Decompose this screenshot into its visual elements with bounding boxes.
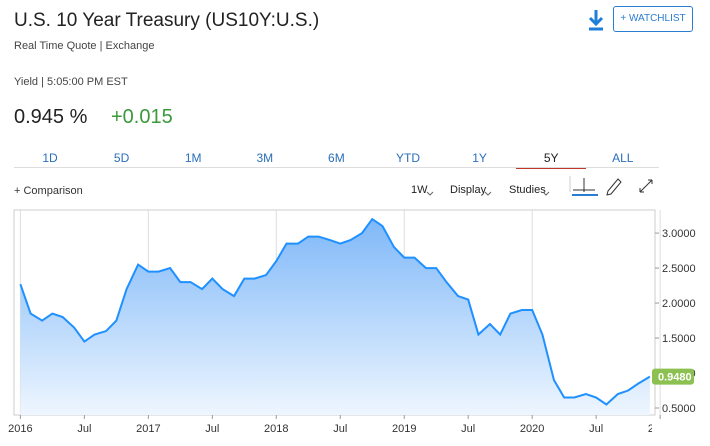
x-tick-label: 2021: [648, 423, 672, 435]
download-icon[interactable]: [586, 8, 606, 32]
x-tick-label: Jul: [589, 423, 603, 435]
line: [19, 217, 651, 406]
x-labels: 2016 Jul 2017 Jul 2018 Jul 2019 Jul 2020 Jul 2021: [8, 423, 672, 435]
chevrons: [426, 191, 550, 196]
quote-time: Yield | 5:05:00 PM EST: [14, 76, 128, 88]
tab[interactable]: YTD: [396, 151, 420, 165]
tab[interactable]: 3M: [256, 151, 274, 165]
display[interactable]: Display: [450, 184, 487, 196]
y-tick-label: 0.5000: [662, 403, 696, 415]
x-tick-label: 2020: [520, 423, 544, 435]
y-tick-label: 3.0000: [662, 228, 696, 240]
tab[interactable]: 1D: [42, 151, 58, 165]
tab[interactable]: 5Y: [516, 151, 587, 169]
x-tick-label: 2019: [392, 423, 416, 435]
comparison[interactable]: + Comparison: [14, 185, 83, 197]
watchlist-button[interactable]: + WATCHLIST: [613, 6, 693, 32]
y-tick-label: 2.5000: [662, 263, 696, 275]
x-tick-label: Jul: [205, 423, 219, 435]
studies[interactable]: Studies: [509, 184, 546, 196]
price: 0.945 %: [14, 106, 88, 128]
change: +0.015: [111, 106, 173, 128]
x-tick-label: 2018: [264, 423, 288, 435]
tab[interactable]: 1Y: [472, 151, 487, 165]
subtitle: Real Time Quote | Exchange: [14, 40, 155, 52]
y-tick-label: 1.5000: [662, 333, 696, 345]
last-value-badge: [652, 368, 694, 385]
x-tick-label: Jul: [333, 423, 347, 435]
last-value-label: 0.9480: [658, 372, 692, 384]
tab[interactable]: 6M: [328, 151, 345, 165]
tab[interactable]: 5D: [113, 151, 130, 165]
x-tick-label: 2016: [8, 423, 32, 435]
tab[interactable]: 1M: [184, 151, 202, 165]
interval[interactable]: 1W: [411, 184, 428, 196]
tab[interactable]: ALL: [612, 151, 634, 165]
y-tick-label: 2.0000: [662, 298, 696, 310]
x-tick-label: Jul: [461, 423, 475, 435]
x-tick-label: Jul: [77, 423, 91, 435]
title: U.S. 10 Year Treasury (US10Y:U.S.): [14, 10, 320, 31]
tabs-rule: [14, 167, 659, 168]
area-fill: [20, 219, 650, 415]
x-tick-label: 2017: [136, 423, 160, 435]
tool-icons[interactable]: [566, 174, 666, 198]
